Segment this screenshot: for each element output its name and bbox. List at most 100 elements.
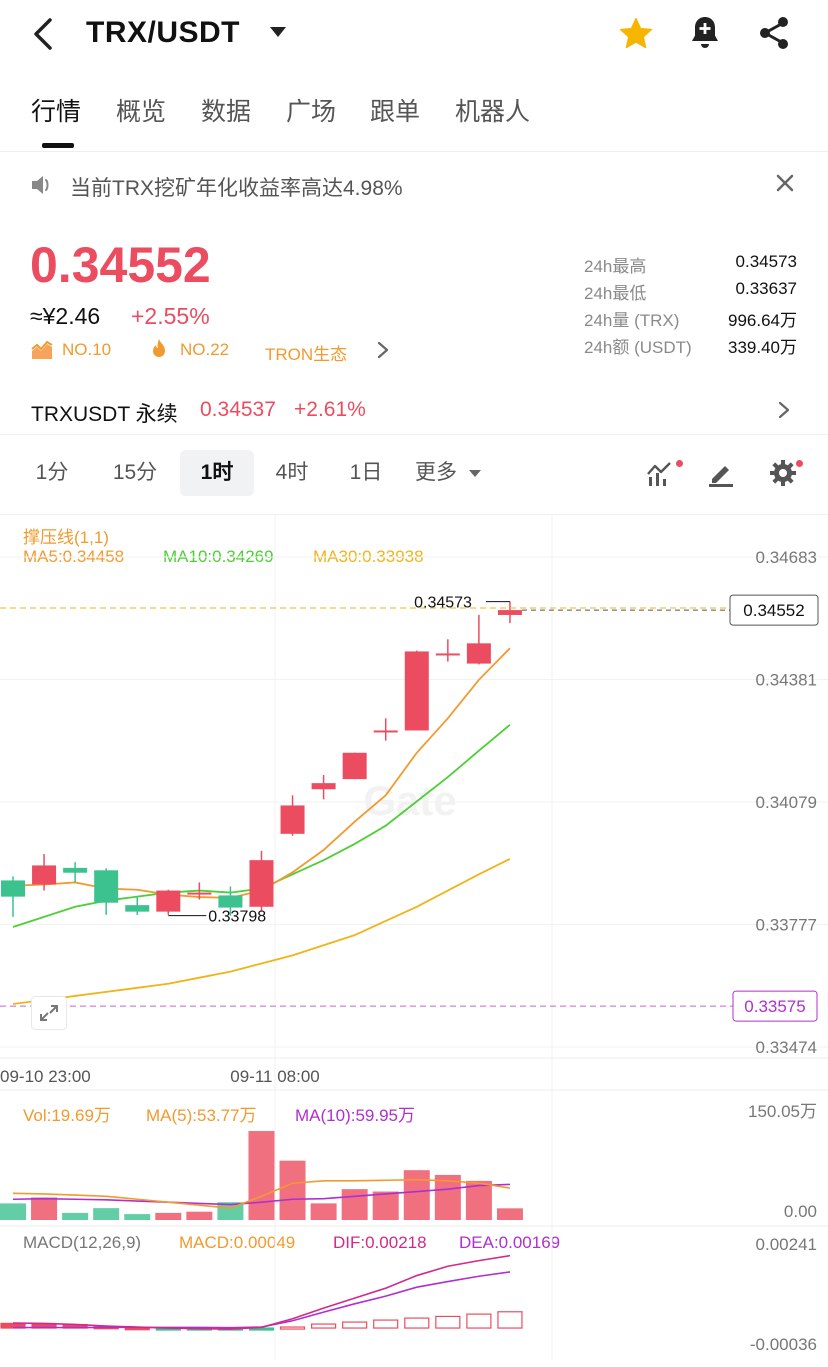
candle-body bbox=[187, 892, 212, 895]
chart-grid bbox=[0, 515, 828, 1360]
notice-bar[interactable]: 当前TRX挖矿年化收益率高达4.98% bbox=[0, 166, 828, 206]
interval-1d[interactable]: 1日 bbox=[349, 461, 383, 484]
interval-15m[interactable]: 15分 bbox=[112, 461, 158, 484]
candle-body bbox=[32, 865, 57, 885]
y-tick-label: 0.34079 bbox=[756, 793, 817, 812]
volume-bar bbox=[93, 1208, 120, 1220]
macd-bar bbox=[342, 1321, 368, 1329]
volume-bar bbox=[186, 1211, 213, 1220]
ecosystem-tag[interactable]: TRON生态 bbox=[265, 345, 348, 364]
perpetual-name: TRXUSDT 永续 bbox=[31, 403, 178, 426]
interval-1h[interactable]: 1时 bbox=[180, 450, 254, 496]
ma30-line bbox=[12, 858, 511, 1005]
macd-title: MACD(12,26,9) bbox=[23, 1233, 142, 1252]
dropdown-icon[interactable] bbox=[270, 27, 286, 37]
candle-body bbox=[466, 643, 491, 664]
hot-rank-badge[interactable]: NO.22 bbox=[180, 340, 230, 359]
volume-bar bbox=[496, 1208, 523, 1220]
candle-body bbox=[1, 880, 25, 897]
volume-y-tick: 0.00 bbox=[784, 1202, 817, 1221]
rank-badge[interactable]: NO.10 bbox=[62, 340, 112, 359]
fire-icon bbox=[153, 339, 165, 357]
back-icon[interactable] bbox=[28, 16, 58, 52]
candle-body bbox=[373, 730, 398, 733]
interval-bar: 1分 15分 1时 4时 1日 更多 bbox=[0, 450, 828, 498]
stat-value-turnover: 339.40万 bbox=[728, 338, 797, 357]
candle-body bbox=[342, 752, 367, 780]
tab-bots[interactable]: 机器人 bbox=[455, 98, 531, 126]
tab-copy-trading[interactable]: 跟单 bbox=[370, 98, 421, 126]
volume-bar bbox=[248, 1131, 275, 1220]
share-icon[interactable] bbox=[756, 15, 792, 51]
stat-label-volume: 24h量 (TRX) bbox=[584, 311, 680, 330]
current-price-tag bbox=[729, 594, 819, 626]
perpetual-row[interactable]: TRXUSDT 永续 0.34537 +2.61% bbox=[0, 392, 828, 432]
volume-ma5-legend: MA(5):53.77万 bbox=[146, 1106, 257, 1125]
tab-overview[interactable]: 概览 bbox=[116, 98, 167, 126]
y-tick-label: 0.34683 bbox=[756, 548, 817, 567]
chevron-right-icon[interactable] bbox=[777, 400, 791, 420]
volume-ma10-legend: MA(10):59.95万 bbox=[295, 1106, 415, 1125]
expand-button[interactable] bbox=[31, 996, 67, 1030]
divider bbox=[0, 514, 828, 515]
stat-label-turnover: 24h额 (USDT) bbox=[584, 338, 692, 357]
tab-data[interactable]: 数据 bbox=[201, 98, 252, 126]
volume-bar bbox=[341, 1189, 368, 1220]
indicator-title[interactable]: 撑压线(1,1) bbox=[23, 528, 109, 547]
candle-body bbox=[435, 653, 460, 656]
y-tick-label: 0.33474 bbox=[756, 1038, 817, 1057]
kline-chart[interactable]: Gate 0.345920.345520.335750.345730.33798… bbox=[0, 515, 828, 1367]
candle-body bbox=[311, 783, 336, 790]
macd-bar bbox=[435, 1315, 461, 1329]
volume-bar bbox=[434, 1174, 461, 1220]
dif-line bbox=[12, 1254, 511, 1330]
candle-body bbox=[63, 867, 88, 873]
volume-bar bbox=[217, 1202, 244, 1220]
current-price-tag-text: 0.34552 bbox=[743, 601, 804, 620]
pair-title[interactable]: TRX/USDT bbox=[86, 16, 240, 49]
top-bar: TRX/USDT bbox=[0, 0, 828, 70]
bell-add-icon[interactable] bbox=[688, 14, 722, 52]
macd-bar bbox=[404, 1317, 430, 1329]
interval-4h[interactable]: 4时 bbox=[275, 461, 309, 484]
candle-body bbox=[94, 870, 119, 903]
volume-bar bbox=[31, 1197, 58, 1220]
candle-body bbox=[280, 805, 305, 834]
trend-chart-icon bbox=[31, 340, 53, 359]
y-tick-label: 0.33777 bbox=[756, 916, 817, 935]
macd-bar bbox=[373, 1319, 399, 1329]
volume-legend: Vol:19.69万 bbox=[23, 1106, 111, 1125]
pencil-icon[interactable] bbox=[706, 460, 736, 488]
macd-pane: 0.00241 -0.00036 bbox=[0, 1235, 817, 1354]
stat-label-high: 24h最高 bbox=[584, 257, 647, 276]
macd-bar bbox=[279, 1326, 306, 1330]
close-icon[interactable] bbox=[772, 170, 798, 196]
volume-ma5-line bbox=[12, 1178, 511, 1209]
gear-icon[interactable] bbox=[768, 458, 798, 488]
stat-value-low: 0.33637 bbox=[735, 279, 797, 298]
candle-body bbox=[218, 895, 243, 908]
divider bbox=[0, 434, 828, 435]
star-icon[interactable] bbox=[617, 15, 655, 53]
candles bbox=[1, 601, 522, 917]
candle-body bbox=[156, 890, 181, 912]
candle-body bbox=[404, 651, 429, 731]
indicator-icon[interactable] bbox=[646, 460, 676, 488]
notification-dot bbox=[676, 460, 683, 467]
low-marker: 0.33798 bbox=[208, 909, 266, 926]
interval-more[interactable]: 更多 bbox=[415, 461, 457, 484]
tab-square[interactable]: 广场 bbox=[286, 98, 337, 126]
speaker-icon bbox=[32, 176, 49, 194]
main-tabs: 行情 概览 数据 广场 跟单 机器人 bbox=[0, 92, 828, 152]
x-axis: 09-10 23:00 09-11 08:00 bbox=[0, 1067, 320, 1086]
interval-1m[interactable]: 1分 bbox=[35, 461, 69, 484]
x-tick-label: 09-10 23:00 bbox=[0, 1067, 91, 1086]
perpetual-price: 0.34537 bbox=[200, 398, 276, 421]
volume-pane: 150.05万 0.00 bbox=[0, 1102, 817, 1221]
candle-body bbox=[249, 860, 274, 907]
tab-market[interactable]: 行情 bbox=[31, 98, 82, 126]
chevron-right-icon[interactable] bbox=[376, 341, 390, 359]
macd-bar bbox=[311, 1323, 337, 1329]
caret-down-icon[interactable] bbox=[469, 470, 481, 477]
